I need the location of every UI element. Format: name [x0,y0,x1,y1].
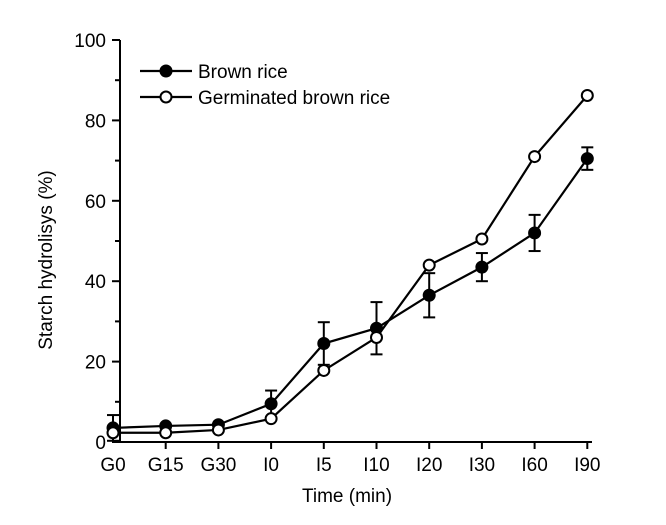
y-tick-label: 100 [74,31,106,52]
x-tick-label: G30 [200,455,236,476]
x-tick-label: I60 [521,455,547,476]
y-tick-label: 80 [85,111,106,132]
data-point [106,426,120,440]
x-tick-label: I30 [469,455,495,476]
y-tick-label: 0 [95,433,106,454]
legend-label: Brown rice [198,62,288,83]
data-point [264,412,278,426]
data-point [422,288,436,302]
data-point [528,150,542,164]
x-tick-label: I5 [316,455,332,476]
axes: 0 20 40 60 80 100 G0 G15 G30 I0 I5 I10 I20 I30 I60 I90 [74,31,600,476]
data-point [528,226,542,240]
x-tick-label: G15 [148,455,184,476]
y-axis-title: Starch hydrolisys (%) [36,170,57,350]
data-point [370,330,383,344]
series-line [112,157,589,430]
legend-marker [159,64,173,78]
x-tick-label: I20 [416,455,442,476]
x-axis-title: Time (min) [302,486,392,507]
data-point [211,423,225,437]
data-point [317,363,331,377]
series-2 [106,88,594,440]
data-point [317,337,331,351]
data-point [580,152,594,166]
x-tick-label: I90 [574,455,600,476]
data-point [475,232,489,246]
data-point [475,260,489,274]
legend: Brown rice Germinated brown rice [140,62,390,109]
series-1 [106,146,594,442]
series-line [113,94,589,434]
data-point [264,397,278,411]
y-tick-label: 20 [85,353,106,374]
data-point [422,258,436,272]
data-point [580,88,594,102]
legend-label: Germinated brown rice [198,88,390,109]
x-tick-label: I0 [263,455,279,476]
y-tick-label: 60 [85,192,106,213]
x-tick-label: I10 [363,455,389,476]
y-tick-label: 40 [85,272,106,293]
data-point [159,426,173,440]
x-tick-label: G0 [100,455,125,476]
legend-marker [159,90,173,104]
series-layer [106,88,594,442]
